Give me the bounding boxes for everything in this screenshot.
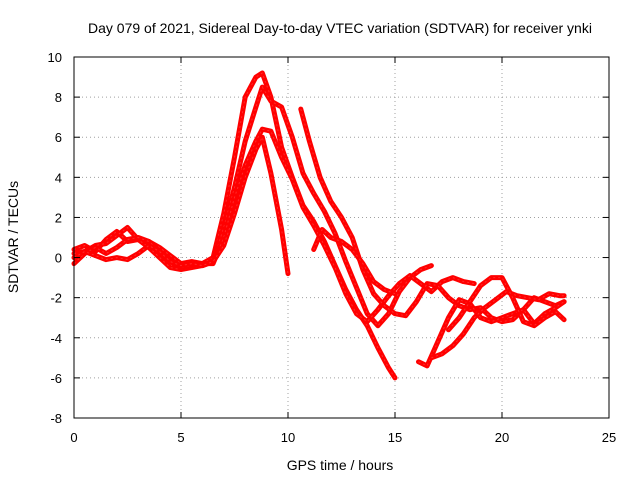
y-axis-label: SDTVAR / TECUs <box>5 181 21 293</box>
x-tick-label: 0 <box>70 430 77 445</box>
x-axis-label: GPS time / hours <box>287 457 394 473</box>
series-markers-track-8 <box>431 291 565 359</box>
y-tick-label: -6 <box>50 371 62 386</box>
y-tick-label: 6 <box>55 130 62 145</box>
y-tick-label: 4 <box>55 170 62 185</box>
x-tick-label: 20 <box>495 430 509 445</box>
y-tick-label: 0 <box>55 251 62 266</box>
series-markers-track-2 <box>73 85 432 327</box>
x-tick-label: 10 <box>281 430 295 445</box>
y-tick-label: -4 <box>50 331 62 346</box>
series-markers-track-9 <box>448 277 565 331</box>
y-tick-label: 8 <box>55 90 62 105</box>
y-tick-label: -2 <box>50 291 62 306</box>
x-tick-label: 15 <box>388 430 402 445</box>
series-markers-track-3 <box>73 128 475 323</box>
x-tick-label: 25 <box>602 430 616 445</box>
series-markers-track-4 <box>73 135 289 274</box>
axis-ticks: 0 5 10 15 20 25 -8 -6 -4 -2 0 2 4 6 8 10 <box>48 50 617 445</box>
series-line-track-3 <box>71 126 477 325</box>
chart-title: Day 079 of 2021, Sidereal Day-to-day VTE… <box>88 20 592 36</box>
series-markers-track-7 <box>418 299 565 367</box>
series-layer <box>71 70 567 381</box>
x-tick-label: 5 <box>177 430 184 445</box>
y-tick-label: -8 <box>50 411 62 426</box>
y-tick-label: 2 <box>55 210 62 225</box>
gridlines <box>74 57 609 418</box>
plot-frame <box>73 56 610 419</box>
series-line-track-2 <box>71 84 434 329</box>
y-tick-label: 10 <box>48 50 62 65</box>
series-markers-track-6 <box>313 228 396 295</box>
